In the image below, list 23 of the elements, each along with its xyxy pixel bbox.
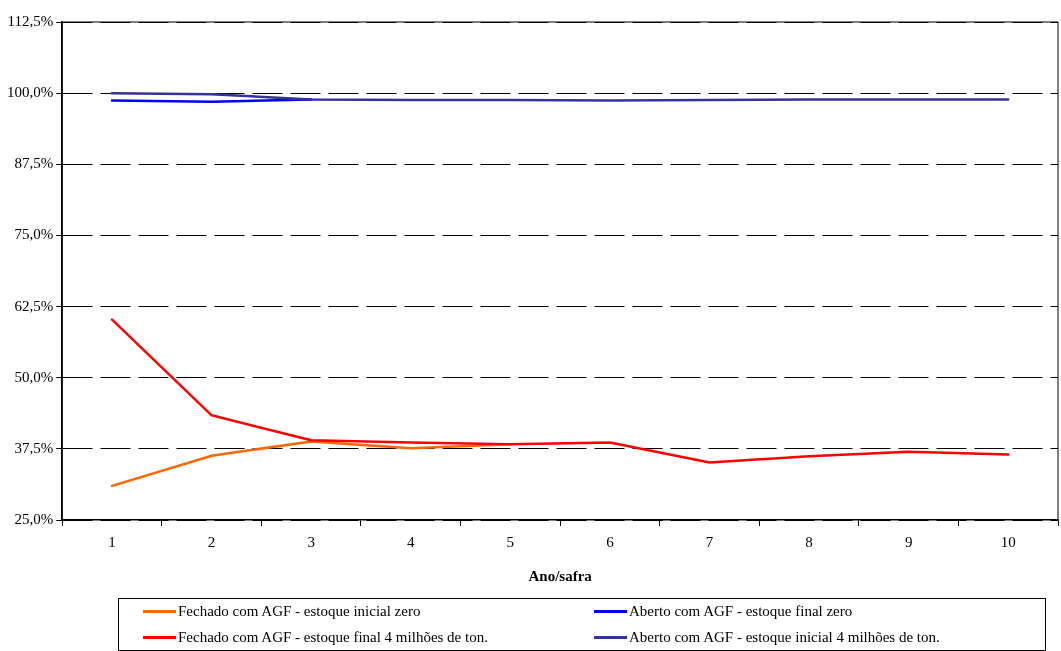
x-tick-label: 8 [805,533,813,550]
y-tick-label: 75,0% [14,226,54,243]
y-tick-label: 37,5% [14,439,54,456]
y-tick-label: 25,0% [14,510,54,527]
x-tick-label: 2 [207,533,216,550]
x-tick-label: 5 [506,533,515,550]
x-tick-label: 4 [407,533,416,550]
y-tick-label: 87,5% [14,155,54,172]
legend-label: Aberto com AGF - estoque final zero [628,602,854,622]
y-tick-label: 50,0% [14,368,54,385]
x-tick-label: 3 [307,533,315,550]
y-tick-label: 100,0% [7,84,54,101]
x-tick-label: 9 [904,533,913,550]
x-tick-label: 6 [606,533,615,550]
x-tick-label: 7 [705,533,714,550]
x-axis-title: Ano/safra [528,567,593,584]
legend-label: Aberto com AGF - estoque inicial 4 milhões de ton. [628,627,941,647]
x-tick-label: 10 [1000,533,1016,550]
y-tick-label: 112,5% [7,12,54,29]
y-tick-label: 62,5% [14,297,54,314]
x-tick-label: 1 [108,533,116,550]
legend-label: Fechado com AGF - estoque final 4 milhões de ton. [177,627,489,647]
legend-label: Fechado com AGF - estoque inicial zero [177,602,422,622]
